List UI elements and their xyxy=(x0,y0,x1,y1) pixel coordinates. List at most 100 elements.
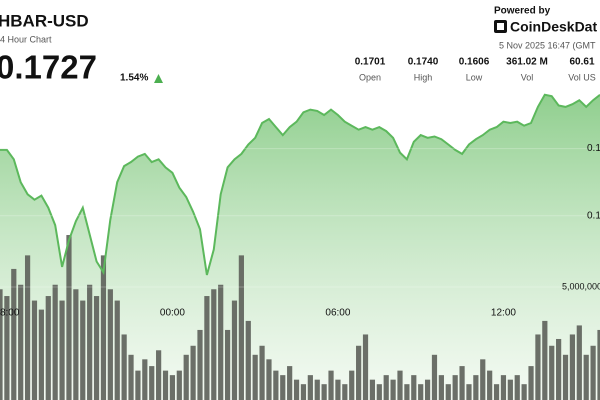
x-tick-label: 00:00 xyxy=(160,308,185,319)
volume-bar xyxy=(535,334,541,400)
volume-bar xyxy=(293,379,300,400)
volume-bar xyxy=(397,370,403,400)
volume-bar xyxy=(11,268,17,400)
volume-bar xyxy=(0,289,3,400)
volume-bar xyxy=(473,375,479,400)
volume-bar xyxy=(18,284,24,400)
x-tick-label: 12:00 xyxy=(491,308,516,319)
stat-value: 0.1606 xyxy=(459,57,490,68)
volume-bar xyxy=(349,370,355,400)
stat-value: 0.1701 xyxy=(355,57,386,68)
volume-bar xyxy=(507,379,513,400)
volume-bar xyxy=(549,345,555,400)
volume-bar xyxy=(169,375,176,400)
stat-value: 361.02 M xyxy=(506,57,548,68)
volume-bar xyxy=(583,354,589,400)
stat-value: 60.61 xyxy=(569,57,594,68)
y-tick-label: 0.165 xyxy=(587,210,600,221)
volume-bar xyxy=(459,366,465,400)
volume-bar xyxy=(197,329,203,400)
volume-bar xyxy=(576,325,582,400)
volume-bar xyxy=(356,345,362,400)
volume-bar xyxy=(59,300,65,400)
volume-bar xyxy=(562,354,569,400)
volume-bar xyxy=(418,384,424,400)
volume-bar xyxy=(342,384,348,400)
volume-bar xyxy=(128,354,134,400)
subtitle: 4 Hour Chart xyxy=(0,34,52,44)
change: 1.54% xyxy=(120,73,148,84)
volume-bar xyxy=(66,235,72,400)
y2-tick-label: 5,000,000 xyxy=(562,281,600,291)
plot xyxy=(0,93,600,400)
volume-bar xyxy=(287,366,293,400)
y-tick-label: 0.17 xyxy=(587,143,600,154)
volume-bar xyxy=(45,296,51,400)
volume-bar xyxy=(38,309,44,400)
volume-bar xyxy=(424,379,431,400)
x-tick-label: 18:00 xyxy=(0,308,20,319)
volume-bar xyxy=(176,370,182,400)
volume-bar xyxy=(156,350,162,400)
volume-bar xyxy=(480,359,486,400)
volume-bar xyxy=(273,370,279,400)
volume-bar xyxy=(335,379,341,400)
price: 0.1727 xyxy=(0,49,97,86)
stat-label: Low xyxy=(466,72,483,82)
volume-bar xyxy=(259,345,265,400)
x-tick-label: 06:00 xyxy=(325,308,350,319)
stat-label: Vol US xyxy=(568,72,596,82)
volume-bar xyxy=(321,384,327,400)
volume-bar xyxy=(521,384,527,400)
powered-by: Powered by xyxy=(494,6,551,17)
logo-icon xyxy=(494,20,507,33)
volume-bar xyxy=(452,375,458,400)
volume-bar xyxy=(528,366,534,400)
volume-bar xyxy=(438,375,444,400)
volume-bar xyxy=(107,289,113,400)
volume-bar xyxy=(445,384,451,400)
volume-bar xyxy=(376,384,382,400)
volume-bar xyxy=(121,334,127,400)
volume-bar xyxy=(487,370,493,400)
volume-bar xyxy=(252,354,258,400)
volume-bar xyxy=(31,300,38,400)
volume-bar xyxy=(466,384,472,400)
price-area xyxy=(0,94,600,400)
volume-bar xyxy=(190,345,196,400)
volume-bar xyxy=(307,375,313,400)
volume-bar xyxy=(245,320,251,400)
volume-bar xyxy=(493,384,500,400)
volume-bar xyxy=(73,289,79,400)
volume-bar xyxy=(514,375,520,400)
volume-bar xyxy=(404,384,410,400)
volume-bar xyxy=(142,359,148,400)
volume-bar xyxy=(183,354,189,400)
stat-value: 0.1740 xyxy=(408,57,439,68)
volume-bar xyxy=(383,375,389,400)
timestamp: 5 Nov 2025 16:47 (GMT xyxy=(499,40,596,50)
volume-bar xyxy=(569,334,576,400)
volume-bar xyxy=(369,379,376,400)
volume-bar xyxy=(4,296,10,400)
up-arrow xyxy=(154,74,163,83)
volume-bar xyxy=(224,329,231,400)
volume-bar xyxy=(328,370,334,400)
volume-bar xyxy=(266,359,272,400)
stat-label: High xyxy=(414,72,433,82)
price-line xyxy=(0,93,600,276)
volume-bar xyxy=(411,375,417,400)
volume-bar xyxy=(314,379,320,400)
volume-bar xyxy=(52,284,58,400)
volume-bar xyxy=(218,284,224,400)
volume-bar xyxy=(597,329,600,400)
volume-bar xyxy=(211,289,217,400)
volume-bar xyxy=(390,379,396,400)
volume-bar xyxy=(93,296,100,400)
volume-bar xyxy=(24,255,31,400)
volume-bar xyxy=(542,320,548,400)
volume-bar xyxy=(590,345,596,400)
volume-bar xyxy=(100,255,107,400)
stats: 0.1701 Open 0.1740 High 0.1606 Low 361.02 M Vol… xyxy=(355,57,596,83)
volume-bar xyxy=(300,384,307,400)
